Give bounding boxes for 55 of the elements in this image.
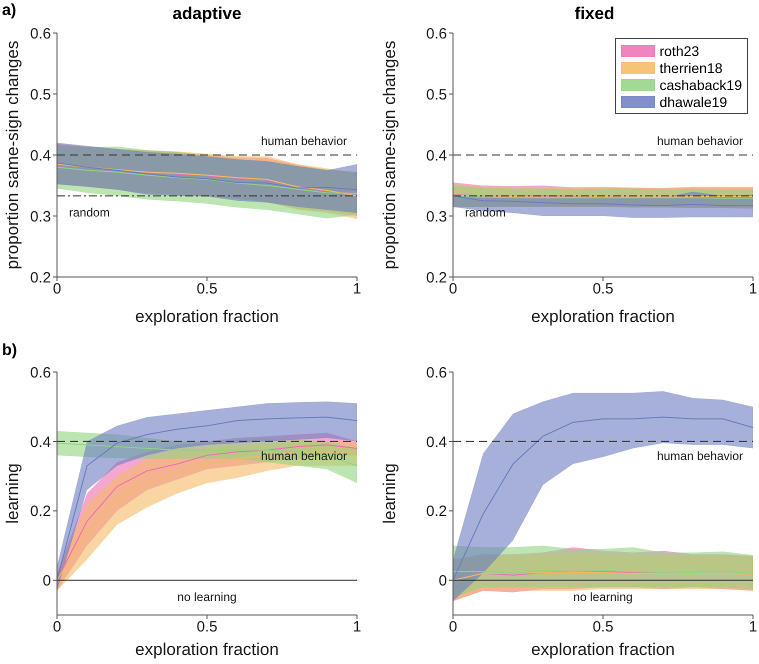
- line-series: [57, 162, 357, 190]
- ref-line-label: random: [465, 205, 506, 220]
- x-tick-label: 0.5: [592, 280, 614, 298]
- y-tick-label: 0.5: [30, 86, 51, 104]
- chart-title: adaptive: [172, 4, 242, 24]
- x-axis-title: exploration fraction: [135, 307, 279, 326]
- y-tick-label: 0.6: [426, 364, 447, 382]
- x-tick-label: 1: [748, 618, 758, 636]
- y-tick-label: 0.4: [426, 434, 447, 451]
- y-axis-title: proportion same-sign changes: [3, 40, 22, 270]
- text: b): [2, 342, 18, 360]
- line-series: [453, 416, 753, 581]
- y-tick-label: 0.4: [30, 147, 51, 164]
- text: a): [2, 2, 16, 20]
- y-axis-title: proportion same-sign changes: [380, 40, 400, 270]
- x-tick-label: 0.5: [196, 280, 218, 298]
- x-tick-label: 1: [352, 618, 362, 636]
- ref-line-label: no learning: [573, 590, 633, 604]
- line-series: [57, 442, 357, 466]
- legend-label: therrien18: [659, 60, 723, 76]
- y-tick-label: 0.3: [30, 208, 51, 226]
- legend-label: cashaback19: [659, 76, 742, 92]
- x-tick-label: 0.5: [196, 618, 218, 636]
- x-axis-title: exploration fraction: [531, 640, 675, 659]
- y-tick-label: 0.2: [30, 269, 51, 286]
- line-series: [453, 572, 753, 581]
- ref-line-label: human behavior: [656, 134, 743, 148]
- y-tick-label: 0.4: [426, 147, 447, 164]
- y-tick-label: 0.2: [30, 503, 51, 520]
- y-tick-label: 0.2: [426, 269, 447, 286]
- y-tick-label: 0.6: [30, 25, 51, 42]
- ref-line-label: human behavior: [260, 134, 347, 148]
- y-tick-label: 0.4: [30, 434, 51, 451]
- ref-line-label: human behavior: [260, 448, 347, 463]
- y-tick-label: 0.6: [426, 25, 447, 42]
- x-tick-label: 0.5: [592, 618, 614, 636]
- legend-label: roth23: [659, 42, 700, 58]
- line-series: [453, 195, 753, 206]
- legend-label: dhawale19: [659, 94, 728, 110]
- x-axis-title: exploration fraction: [531, 307, 675, 326]
- y-tick-label: 0.2: [426, 503, 447, 520]
- chart-title: fixed: [574, 4, 616, 24]
- ref-line-label: no learning: [177, 590, 237, 604]
- y-tick-label: 0: [438, 572, 447, 590]
- y-tick-label: 0.5: [426, 86, 447, 104]
- y-tick-label: 0: [42, 572, 51, 590]
- ref-line-label: random: [69, 205, 110, 220]
- x-tick-label: 1: [352, 280, 362, 298]
- ref-line-label: human behavior: [656, 448, 743, 463]
- y-tick-label: 0.6: [30, 364, 51, 382]
- x-tick-label: 1: [748, 280, 758, 298]
- x-axis-title: exploration fraction: [135, 640, 279, 659]
- y-tick-label: 0.3: [426, 208, 447, 226]
- y-axis-title: learning: [380, 463, 400, 524]
- y-axis-title: learning: [3, 463, 22, 524]
